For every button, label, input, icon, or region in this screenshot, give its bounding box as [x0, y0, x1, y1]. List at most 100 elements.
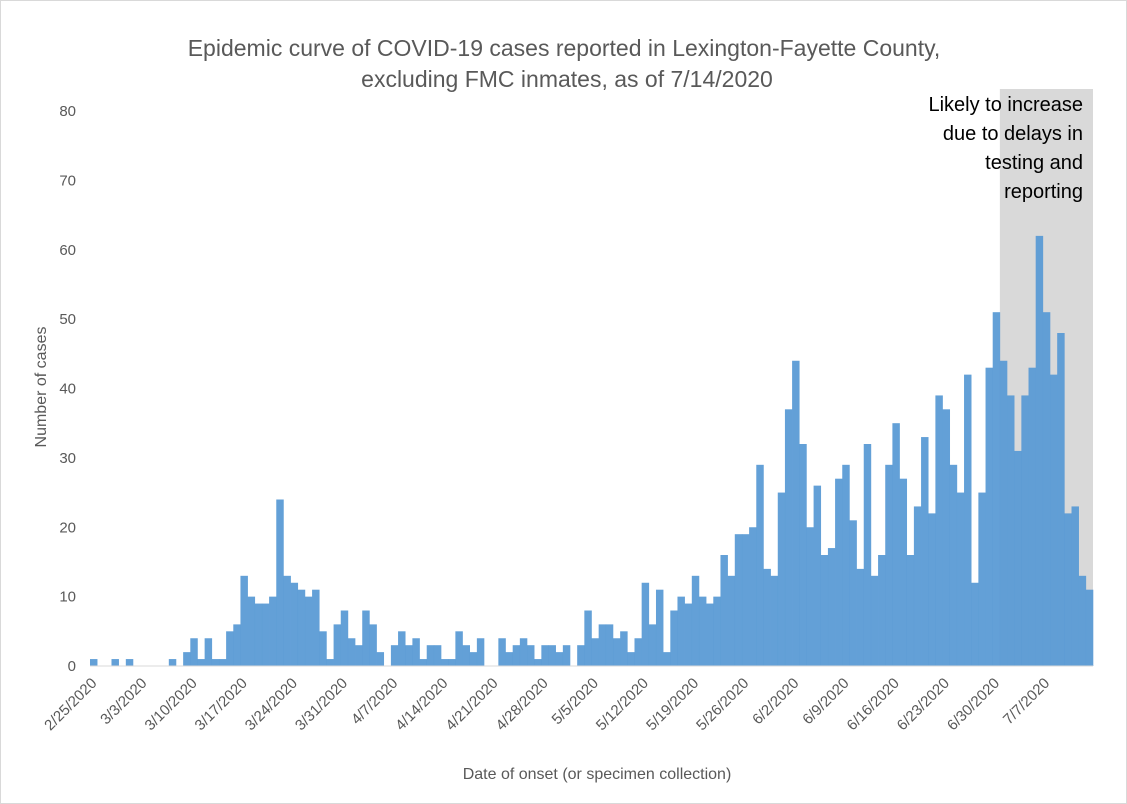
- bar: [362, 610, 370, 666]
- bar: [956, 492, 965, 666]
- bar: [369, 624, 377, 667]
- bar: [1064, 513, 1072, 667]
- bar: [168, 659, 177, 666]
- bar: [1050, 374, 1058, 667]
- bar: [648, 624, 657, 667]
- bar: [226, 631, 234, 666]
- bar: [792, 360, 800, 666]
- bar: [713, 596, 721, 667]
- bar: [505, 652, 513, 667]
- delay-annotation-line-4: reporting: [1004, 181, 1083, 203]
- bar: [211, 659, 220, 666]
- bar: [304, 596, 313, 667]
- bar: [269, 596, 277, 667]
- bar: [741, 534, 750, 666]
- y-tick-label: 10: [59, 589, 76, 606]
- bar: [799, 444, 807, 666]
- y-tick-label: 0: [68, 658, 76, 675]
- bar: [326, 659, 334, 666]
- bar: [419, 659, 428, 666]
- bar: [340, 610, 349, 666]
- bar: [247, 596, 256, 667]
- bar: [218, 659, 227, 666]
- bar: [283, 575, 291, 666]
- bar: [1035, 235, 1044, 667]
- bar: [125, 659, 134, 666]
- bar: [842, 464, 850, 666]
- bar: [398, 631, 406, 666]
- bar: [885, 464, 893, 666]
- y-tick-label: 20: [59, 519, 76, 536]
- bar: [985, 367, 993, 666]
- bar: [978, 492, 986, 666]
- x-tick-label: 2/25/2020: [41, 675, 100, 734]
- bar: [333, 624, 342, 667]
- bar: [204, 638, 213, 666]
- bar: [863, 444, 872, 666]
- bar: [541, 645, 549, 666]
- bar: [935, 395, 943, 666]
- x-tick-label: 6/2/2020: [749, 675, 802, 728]
- bar: [777, 492, 786, 666]
- bar: [1071, 506, 1079, 666]
- bar: [233, 624, 241, 667]
- bar: [906, 555, 915, 666]
- bar: [949, 464, 958, 666]
- bar: [111, 659, 119, 666]
- x-tick-label: 5/19/2020: [643, 675, 702, 734]
- bar: [1014, 450, 1022, 666]
- bar: [698, 596, 707, 667]
- bar: [806, 527, 814, 666]
- bar: [899, 478, 908, 666]
- bar: [749, 527, 757, 666]
- bar: [90, 659, 98, 666]
- bar: [591, 638, 599, 666]
- bar: [1021, 395, 1029, 666]
- bar: [677, 596, 685, 667]
- bar: [992, 312, 1001, 666]
- bar: [820, 555, 829, 666]
- bar: [555, 652, 564, 667]
- x-tick-label: 3/17/2020: [192, 675, 251, 734]
- bar: [562, 645, 571, 666]
- bar: [928, 513, 936, 667]
- bar: [620, 631, 628, 666]
- bar: [1028, 367, 1036, 666]
- y-axis-title: Number of cases: [33, 327, 50, 448]
- x-tick-label: 4/28/2020: [493, 675, 552, 734]
- x-tick-label: 6/16/2020: [844, 675, 903, 734]
- x-tick-label: 5/12/2020: [593, 675, 652, 734]
- bar: [347, 638, 356, 666]
- bar: [290, 582, 299, 666]
- bar: [827, 548, 836, 666]
- bar: [441, 659, 449, 666]
- x-axis-title: Date of onset (or specimen collection): [463, 766, 732, 783]
- delay-annotation-line-1: Likely to increase: [928, 94, 1083, 116]
- y-tick-label: 70: [59, 172, 76, 189]
- bar: [605, 624, 614, 667]
- bar: [548, 645, 556, 666]
- bar: [663, 652, 671, 667]
- bar: [426, 645, 435, 666]
- bar: [641, 582, 650, 666]
- bar: [261, 603, 270, 666]
- bar: [734, 534, 743, 666]
- bar: [534, 659, 542, 666]
- bar: [297, 589, 306, 666]
- bar: [190, 638, 198, 666]
- bar: [913, 506, 922, 666]
- y-tick-label: 50: [59, 311, 76, 328]
- bar: [942, 409, 951, 666]
- bar: [856, 568, 865, 667]
- bar: [835, 478, 843, 666]
- bar: [476, 638, 485, 666]
- bar: [469, 652, 478, 667]
- bar: [691, 575, 700, 666]
- bar: [971, 582, 979, 666]
- bar: [197, 659, 205, 666]
- x-tick-label: 3/10/2020: [142, 675, 201, 734]
- chart-title-line-1: Epidemic curve of COVID-19 cases reporte…: [188, 35, 941, 61]
- bar: [670, 610, 678, 666]
- bar: [892, 423, 900, 666]
